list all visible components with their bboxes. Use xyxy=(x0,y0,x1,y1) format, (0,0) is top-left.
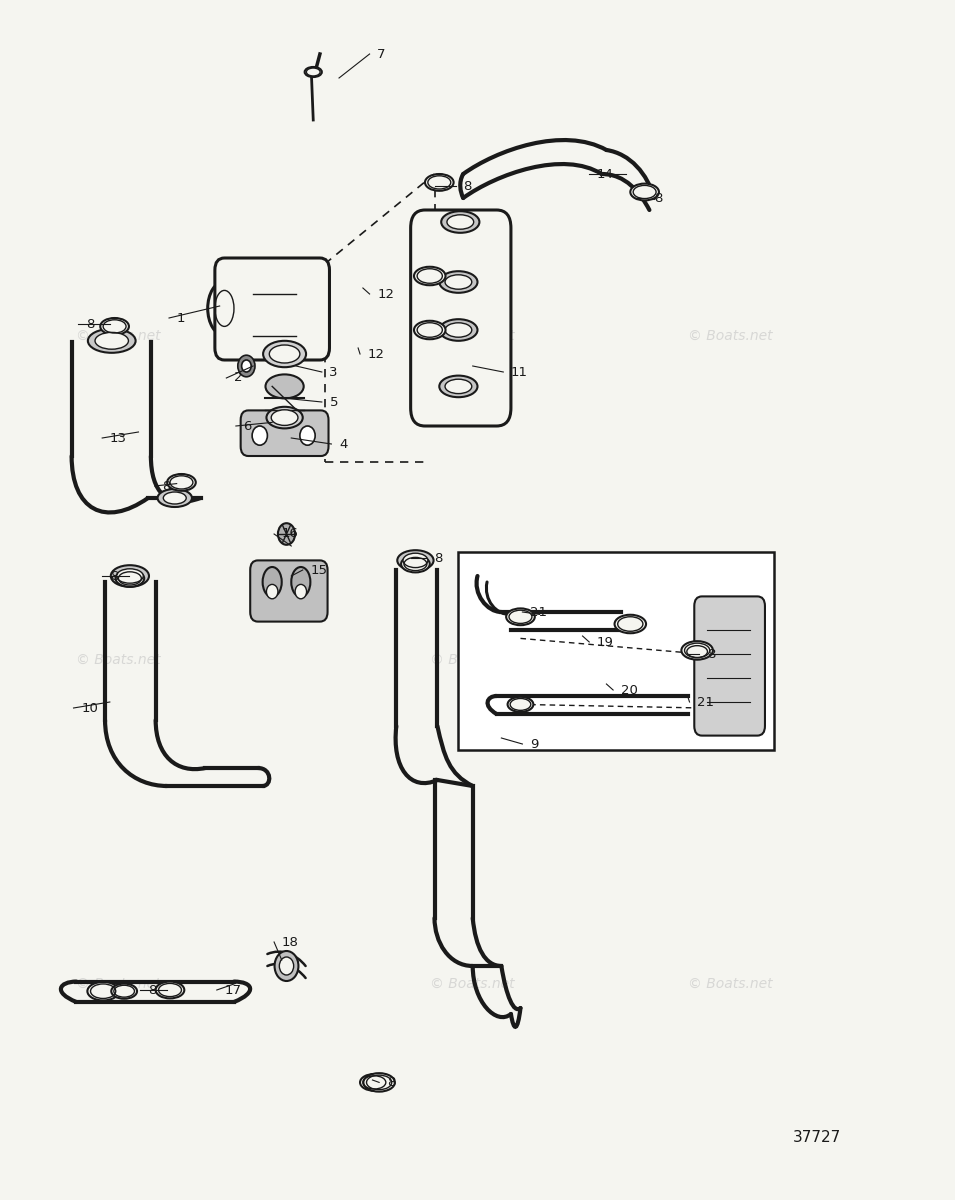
Ellipse shape xyxy=(615,614,647,634)
Text: 1: 1 xyxy=(177,312,185,324)
FancyBboxPatch shape xyxy=(250,560,328,622)
Ellipse shape xyxy=(403,553,428,568)
Text: 21: 21 xyxy=(530,606,547,618)
Ellipse shape xyxy=(116,570,144,587)
Text: 11: 11 xyxy=(511,366,528,378)
Ellipse shape xyxy=(265,374,304,398)
Text: © Boats.net: © Boats.net xyxy=(430,977,515,991)
Ellipse shape xyxy=(263,341,306,367)
Text: 6: 6 xyxy=(244,420,252,432)
Text: 18: 18 xyxy=(282,936,299,948)
Ellipse shape xyxy=(447,215,474,229)
Ellipse shape xyxy=(117,569,143,583)
FancyBboxPatch shape xyxy=(241,410,329,456)
Text: 8: 8 xyxy=(463,180,472,192)
FancyBboxPatch shape xyxy=(411,210,511,426)
Ellipse shape xyxy=(681,641,712,660)
Ellipse shape xyxy=(401,556,430,572)
Ellipse shape xyxy=(87,982,119,1001)
Text: 3: 3 xyxy=(329,366,338,378)
Text: 8: 8 xyxy=(387,1076,395,1088)
Text: © Boats.net: © Boats.net xyxy=(688,977,773,991)
Ellipse shape xyxy=(441,211,479,233)
Ellipse shape xyxy=(266,584,278,599)
Ellipse shape xyxy=(684,644,711,659)
Ellipse shape xyxy=(158,490,192,506)
Ellipse shape xyxy=(156,982,184,998)
Ellipse shape xyxy=(100,318,129,335)
Circle shape xyxy=(252,426,267,445)
Text: 13: 13 xyxy=(110,432,127,444)
Text: © Boats.net: © Boats.net xyxy=(76,653,161,667)
Ellipse shape xyxy=(275,950,298,982)
Ellipse shape xyxy=(263,566,282,596)
Text: 8: 8 xyxy=(654,192,663,204)
Ellipse shape xyxy=(167,474,196,491)
Text: 21: 21 xyxy=(697,696,714,708)
Ellipse shape xyxy=(439,271,478,293)
Text: 8: 8 xyxy=(86,318,95,330)
Text: 16: 16 xyxy=(282,528,299,540)
Text: © Boats.net: © Boats.net xyxy=(76,977,161,991)
Text: 14: 14 xyxy=(597,168,614,180)
Bar xyxy=(458,552,774,750)
Circle shape xyxy=(300,426,315,445)
Ellipse shape xyxy=(111,565,149,587)
Ellipse shape xyxy=(445,323,472,337)
Text: 8: 8 xyxy=(110,570,118,582)
Text: 7: 7 xyxy=(377,48,386,60)
Text: 8: 8 xyxy=(435,552,443,564)
Text: © Boats.net: © Boats.net xyxy=(76,329,161,343)
Text: © Boats.net: © Boats.net xyxy=(430,329,515,343)
Ellipse shape xyxy=(414,266,445,286)
Ellipse shape xyxy=(305,67,322,77)
Text: 19: 19 xyxy=(597,636,614,648)
Ellipse shape xyxy=(630,184,659,200)
Ellipse shape xyxy=(445,275,472,289)
Ellipse shape xyxy=(271,410,298,426)
Ellipse shape xyxy=(278,523,295,545)
Text: 8: 8 xyxy=(707,648,715,660)
Ellipse shape xyxy=(295,584,307,599)
Ellipse shape xyxy=(95,332,128,349)
Text: 5: 5 xyxy=(329,396,338,408)
Circle shape xyxy=(238,355,255,377)
Text: 12: 12 xyxy=(377,288,394,300)
Text: 37727: 37727 xyxy=(793,1130,841,1145)
Text: © Boats.net: © Boats.net xyxy=(688,653,773,667)
Ellipse shape xyxy=(111,984,138,998)
Ellipse shape xyxy=(439,319,478,341)
Ellipse shape xyxy=(360,1074,389,1091)
Text: 15: 15 xyxy=(310,564,328,576)
Ellipse shape xyxy=(425,174,454,191)
Circle shape xyxy=(242,360,251,372)
Text: 2: 2 xyxy=(234,372,243,384)
Ellipse shape xyxy=(414,320,445,340)
Text: © Boats.net: © Boats.net xyxy=(688,329,773,343)
Text: 12: 12 xyxy=(368,348,385,360)
FancyBboxPatch shape xyxy=(694,596,765,736)
Ellipse shape xyxy=(439,376,478,397)
Ellipse shape xyxy=(88,329,136,353)
Text: 10: 10 xyxy=(81,702,98,714)
Ellipse shape xyxy=(397,550,434,571)
Ellipse shape xyxy=(269,346,300,362)
Ellipse shape xyxy=(266,407,303,428)
Ellipse shape xyxy=(445,379,472,394)
Text: 4: 4 xyxy=(339,438,348,450)
Text: 17: 17 xyxy=(224,984,242,996)
FancyBboxPatch shape xyxy=(215,258,329,360)
Ellipse shape xyxy=(279,958,294,974)
Text: 8: 8 xyxy=(148,984,157,996)
Text: 20: 20 xyxy=(621,684,638,696)
Text: 8: 8 xyxy=(162,480,171,492)
Ellipse shape xyxy=(363,1073,395,1092)
Ellipse shape xyxy=(291,566,310,596)
Ellipse shape xyxy=(508,697,534,712)
Text: © Boats.net: © Boats.net xyxy=(430,653,515,667)
Ellipse shape xyxy=(163,492,186,504)
Ellipse shape xyxy=(506,608,535,625)
Text: 9: 9 xyxy=(530,738,539,750)
